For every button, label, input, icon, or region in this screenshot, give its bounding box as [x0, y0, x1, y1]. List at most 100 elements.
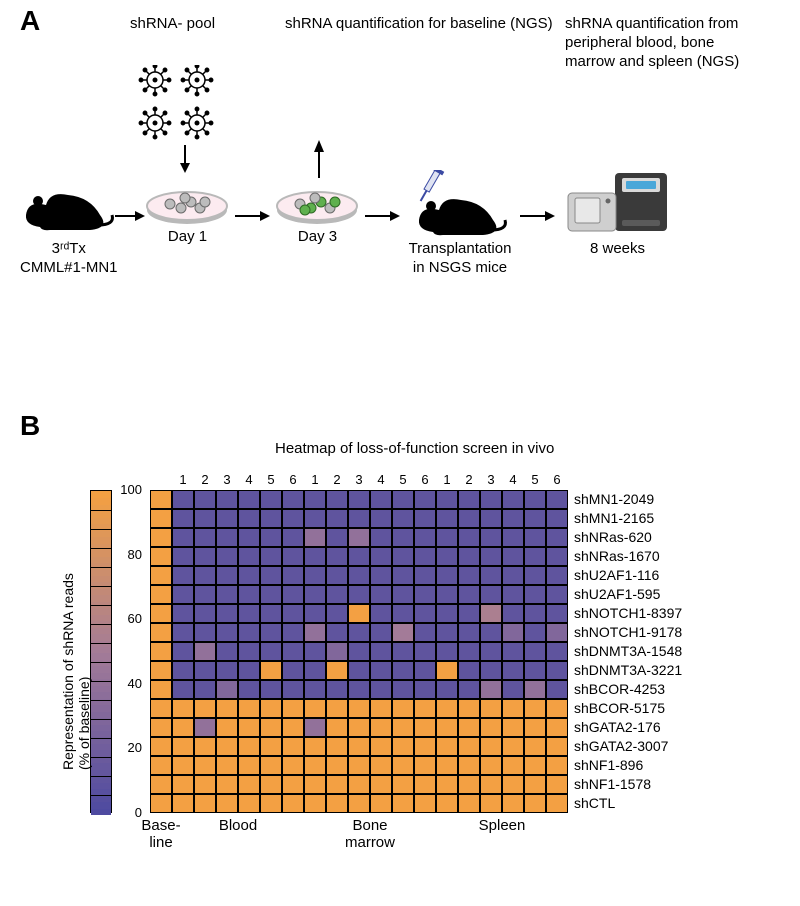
heatmap-cell: [304, 718, 326, 737]
heatmap-cell: [260, 509, 282, 528]
heatmap-cell: [436, 585, 458, 604]
heatmap-cell: [414, 699, 436, 718]
heatmap-cell: [304, 680, 326, 699]
heatmap-cell: [282, 699, 304, 718]
heatmap-cell: [260, 547, 282, 566]
heatmap-cell: [524, 585, 546, 604]
heatmap-cell: [458, 623, 480, 642]
dish-day3-icon: Day 3: [275, 180, 360, 247]
heatmap-cell: [436, 547, 458, 566]
heatmap-cell: [238, 737, 260, 756]
heatmap-row-label: shNF1-1578: [574, 776, 651, 792]
heatmap-cell: [436, 642, 458, 661]
heatmap-cell: [502, 585, 524, 604]
heatmap-cell: [436, 718, 458, 737]
heatmap-cell: [392, 680, 414, 699]
heatmap-cell: [216, 623, 238, 642]
heatmap-cell: [436, 604, 458, 623]
heatmap-cell: [194, 566, 216, 585]
heatmap-cell: [480, 642, 502, 661]
heatmap-cell: [414, 680, 436, 699]
panel-a: shRNA- pool shRNA quantification for bas…: [60, 30, 760, 350]
heatmap-cell: [282, 547, 304, 566]
heatmap-cell: [502, 737, 524, 756]
heatmap-cell: [216, 604, 238, 623]
heatmap-cell: [326, 528, 348, 547]
heatmap-cell: [480, 585, 502, 604]
heatmap-cell: [238, 699, 260, 718]
heatmap-cell: [414, 604, 436, 623]
heatmap-cell: [524, 604, 546, 623]
heatmap-row-label: shNRas-1670: [574, 548, 660, 564]
heatmap-cell: [502, 661, 524, 680]
heatmap-cell: [370, 604, 392, 623]
heatmap-cell: [458, 490, 480, 509]
heatmap-cell: [326, 756, 348, 775]
heatmap-cell: [458, 509, 480, 528]
heatmap-cell: [546, 509, 568, 528]
heatmap-cell: [326, 566, 348, 585]
heatmap-cell: [238, 490, 260, 509]
heatmap-cell: [546, 604, 568, 623]
heatmap-cell: [392, 737, 414, 756]
heatmap-cell: [414, 718, 436, 737]
heatmap-cell: [326, 737, 348, 756]
heatmap-cell: [150, 604, 172, 623]
heatmap-row-label: shU2AF1-595: [574, 586, 660, 602]
heatmap-group-label: Blood: [198, 817, 278, 834]
heatmap-cell: [436, 623, 458, 642]
heatmap-cell: [348, 794, 370, 813]
heatmap-cell: [238, 680, 260, 699]
heatmap-cell: [216, 509, 238, 528]
heatmap-col-number: 2: [326, 472, 348, 487]
heatmap-cell: [326, 623, 348, 642]
heatmap-cell: [436, 775, 458, 794]
heatmap-cell: [348, 585, 370, 604]
heatmap-cell: [458, 794, 480, 813]
heatmap-cell: [348, 623, 370, 642]
heatmap-cell: [480, 680, 502, 699]
heatmap-cell: [304, 737, 326, 756]
heatmap-cell: [194, 737, 216, 756]
heatmap-cell: [282, 718, 304, 737]
heatmap-cell: [150, 528, 172, 547]
heatmap-cell: [150, 490, 172, 509]
heatmap-cell: [238, 718, 260, 737]
heatmap-col-number: 2: [194, 472, 216, 487]
heatmap-cell: [414, 737, 436, 756]
colorbar-tick: 80: [114, 547, 142, 562]
heatmap-cell: [370, 566, 392, 585]
heatmap-cell: [260, 604, 282, 623]
heatmap-cell: [546, 490, 568, 509]
heatmap-cell: [326, 547, 348, 566]
heatmap-cell: [546, 680, 568, 699]
heatmap-cell: [392, 661, 414, 680]
heatmap-cell: [436, 566, 458, 585]
heatmap-cell: [304, 794, 326, 813]
heatmap-cell: [326, 680, 348, 699]
heatmap-cell: [348, 642, 370, 661]
heatmap-row-label: shDNMT3A-3221: [574, 662, 682, 678]
heatmap-cell: [216, 794, 238, 813]
heatmap-cell: [172, 699, 194, 718]
heatmap-cell: [436, 756, 458, 775]
heatmap-cell: [194, 794, 216, 813]
heatmap-cell: [370, 547, 392, 566]
heatmap-cell: [282, 737, 304, 756]
dish-day1-icon: Day 1: [145, 180, 230, 247]
heatmap-row-label: shBCOR-5175: [574, 700, 665, 716]
heatmap-cell: [348, 775, 370, 794]
heatmap-cell: [414, 490, 436, 509]
heatmap-cell: [304, 585, 326, 604]
heatmap-cell: [260, 794, 282, 813]
heatmap-cell: [216, 680, 238, 699]
heatmap-cell: [348, 661, 370, 680]
heatmap-cell: [194, 623, 216, 642]
heatmap-col-number: 3: [480, 472, 502, 487]
heatmap-cell: [194, 585, 216, 604]
heatmap-cell: [480, 699, 502, 718]
heatmap-cell: [546, 623, 568, 642]
heatmap-cell: [172, 756, 194, 775]
heatmap-cell: [260, 661, 282, 680]
heatmap-cell: [260, 623, 282, 642]
